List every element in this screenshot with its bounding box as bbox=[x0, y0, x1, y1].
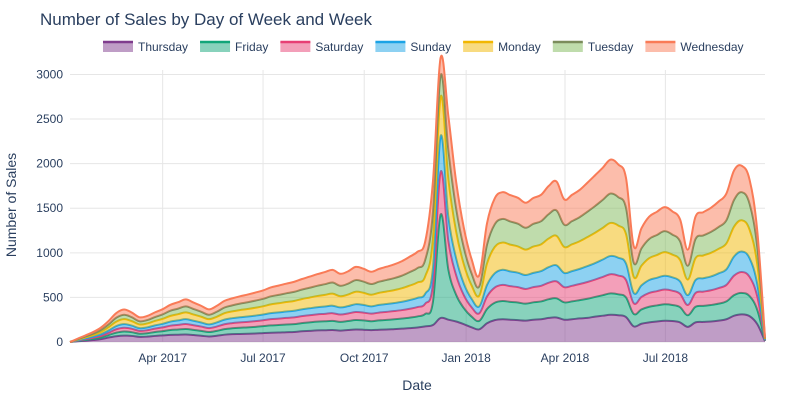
area-fill-monday bbox=[70, 95, 765, 343]
legend-item-saturday[interactable]: Saturday bbox=[280, 40, 363, 54]
legend-swatch bbox=[463, 42, 494, 52]
legend-swatch bbox=[200, 42, 231, 52]
series-line-wednesday bbox=[69, 54, 766, 343]
legend-label: Saturday bbox=[315, 40, 363, 54]
y-tick-label: 0 bbox=[56, 335, 63, 349]
series-line-sunday bbox=[69, 134, 766, 343]
legend: Thursday Friday Saturday Sunday Monday Tuesda… bbox=[103, 40, 744, 54]
y-tick-label: 1000 bbox=[36, 246, 63, 260]
legend-item-monday[interactable]: Monday bbox=[463, 40, 541, 54]
x-axis-title: Date bbox=[402, 377, 432, 393]
x-tick-label: Oct 2017 bbox=[340, 351, 389, 365]
legend-swatch bbox=[103, 42, 133, 52]
y-tick-label: 2500 bbox=[36, 112, 63, 126]
legend-label: Tuesday bbox=[588, 40, 634, 54]
y-tick-label: 1500 bbox=[36, 201, 63, 215]
x-tick-label: Jul 2018 bbox=[643, 351, 689, 365]
area-fill-wednesday bbox=[70, 55, 765, 343]
legend-label: Sunday bbox=[410, 40, 451, 54]
area-fill-friday bbox=[70, 213, 765, 342]
legend-item-sunday[interactable]: Sunday bbox=[375, 40, 451, 54]
y-tick-label: 2000 bbox=[36, 157, 63, 171]
area-fill-sunday bbox=[70, 135, 765, 342]
y-tick-label: 3000 bbox=[36, 67, 63, 81]
legend-label: Thursday bbox=[138, 40, 188, 54]
legend-label: Wednesday bbox=[680, 40, 743, 54]
legend-item-friday[interactable]: Friday bbox=[200, 40, 268, 54]
x-tick-label: Jul 2017 bbox=[240, 351, 286, 365]
axes: 0 500 1000 1500 2000 2500 3000 Apr 2017 Jul 2017… bbox=[36, 67, 688, 365]
area-plot bbox=[69, 54, 766, 343]
x-tick-label: Apr 2017 bbox=[138, 351, 187, 365]
x-tick-label: Apr 2018 bbox=[541, 351, 590, 365]
legend-item-wednesday[interactable]: Wednesday bbox=[645, 40, 744, 54]
legend-swatch bbox=[645, 42, 676, 52]
legend-swatch bbox=[552, 42, 583, 52]
legend-label: Monday bbox=[498, 40, 541, 54]
legend-label: Friday bbox=[235, 40, 268, 54]
legend-item-thursday[interactable]: Thursday bbox=[103, 40, 188, 54]
x-tick-label: Jan 2018 bbox=[441, 351, 491, 365]
chart-title: Number of Sales by Day of Week and Week bbox=[40, 10, 372, 29]
legend-swatch bbox=[375, 42, 406, 52]
y-tick-label: 500 bbox=[43, 290, 63, 304]
y-axis-title: Number of Sales bbox=[3, 153, 19, 257]
legend-swatch bbox=[280, 42, 311, 52]
legend-item-tuesday[interactable]: Tuesday bbox=[552, 40, 634, 54]
